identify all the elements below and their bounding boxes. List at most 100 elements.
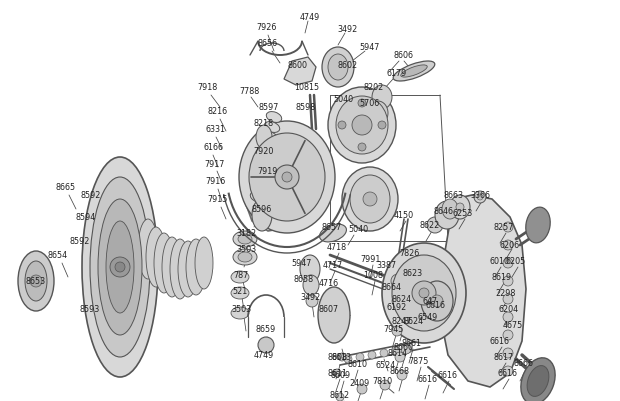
Text: 8661: 8661 — [401, 339, 421, 348]
Text: 5947: 5947 — [292, 259, 312, 268]
Text: 8593: 8593 — [80, 305, 100, 314]
Ellipse shape — [435, 201, 459, 229]
Ellipse shape — [262, 132, 278, 143]
Text: 4150: 4150 — [394, 211, 414, 220]
Ellipse shape — [393, 62, 435, 82]
Text: 8610: 8610 — [347, 360, 367, 369]
Ellipse shape — [82, 158, 158, 377]
Text: 8658: 8658 — [294, 275, 314, 284]
Text: 5040: 5040 — [333, 95, 353, 104]
Text: 4717: 4717 — [323, 261, 343, 270]
Text: 7918: 7918 — [198, 83, 218, 92]
Text: 7919: 7919 — [258, 167, 278, 176]
Text: 8654: 8654 — [48, 251, 68, 260]
Text: 6010: 6010 — [489, 257, 509, 266]
Text: 8596: 8596 — [252, 205, 272, 214]
Circle shape — [427, 217, 443, 233]
Text: 8598: 8598 — [296, 103, 316, 112]
Ellipse shape — [178, 241, 198, 297]
Ellipse shape — [392, 255, 456, 331]
Circle shape — [404, 345, 412, 353]
Text: 3492: 3492 — [301, 293, 321, 302]
Circle shape — [456, 203, 464, 211]
Text: 4716: 4716 — [319, 279, 339, 288]
Text: 6166: 6166 — [203, 143, 223, 152]
Text: 8592: 8592 — [81, 191, 101, 200]
Text: 8602: 8602 — [338, 61, 358, 70]
Text: 3503: 3503 — [231, 305, 251, 314]
Ellipse shape — [186, 239, 206, 295]
Ellipse shape — [260, 142, 276, 153]
Circle shape — [503, 223, 513, 233]
Ellipse shape — [231, 307, 249, 319]
Circle shape — [477, 194, 483, 200]
Text: 8660: 8660 — [394, 342, 414, 352]
Text: 6179: 6179 — [387, 69, 407, 78]
Text: 8653: 8653 — [26, 277, 46, 286]
Ellipse shape — [162, 237, 182, 297]
Circle shape — [258, 337, 274, 353]
Circle shape — [392, 347, 400, 355]
Text: 6616: 6616 — [425, 301, 445, 310]
Text: 7875: 7875 — [409, 356, 429, 366]
Text: 7920: 7920 — [254, 147, 274, 156]
Ellipse shape — [442, 200, 458, 219]
Text: 8592: 8592 — [70, 237, 90, 246]
Ellipse shape — [195, 237, 213, 289]
Circle shape — [115, 262, 125, 272]
Ellipse shape — [328, 55, 348, 81]
Text: 8216: 8216 — [208, 107, 228, 116]
Circle shape — [380, 380, 390, 390]
Text: 3366: 3366 — [470, 191, 490, 200]
Text: 6204: 6204 — [499, 305, 519, 314]
Ellipse shape — [318, 287, 350, 343]
Ellipse shape — [401, 66, 427, 78]
Ellipse shape — [249, 134, 325, 221]
Text: 8664: 8664 — [382, 283, 402, 292]
Text: 8613: 8613 — [332, 352, 352, 362]
Text: 8624: 8624 — [404, 317, 424, 326]
Text: 8611: 8611 — [327, 369, 347, 378]
Circle shape — [503, 366, 513, 376]
Circle shape — [397, 370, 407, 380]
Text: 6549: 6549 — [418, 313, 438, 322]
Ellipse shape — [350, 176, 390, 223]
Ellipse shape — [259, 152, 273, 163]
Text: 8609: 8609 — [331, 371, 351, 380]
Ellipse shape — [238, 252, 252, 262]
Text: 7945: 7945 — [384, 325, 404, 334]
Circle shape — [352, 116, 372, 136]
Text: 7826: 7826 — [399, 249, 419, 258]
Text: 8666: 8666 — [514, 358, 534, 368]
Ellipse shape — [342, 168, 398, 231]
Text: 5040: 5040 — [348, 225, 368, 234]
Polygon shape — [244, 124, 320, 231]
Text: 6192: 6192 — [387, 303, 407, 312]
Polygon shape — [440, 196, 526, 387]
Text: 8202: 8202 — [364, 83, 384, 92]
Circle shape — [378, 122, 386, 130]
Text: 8623: 8623 — [403, 269, 423, 278]
Ellipse shape — [382, 243, 466, 343]
Polygon shape — [284, 58, 316, 86]
Circle shape — [333, 369, 341, 377]
Text: 647: 647 — [422, 297, 438, 306]
Text: 2298: 2298 — [496, 289, 516, 298]
Text: 8247: 8247 — [392, 317, 412, 326]
Text: 7916: 7916 — [206, 177, 226, 186]
Circle shape — [474, 192, 486, 203]
Ellipse shape — [238, 235, 252, 244]
Text: 8619: 8619 — [492, 273, 512, 282]
Ellipse shape — [18, 251, 54, 311]
Circle shape — [363, 192, 377, 207]
Circle shape — [306, 295, 318, 307]
Circle shape — [275, 166, 299, 190]
Ellipse shape — [252, 182, 268, 193]
Ellipse shape — [233, 249, 257, 265]
Ellipse shape — [526, 208, 550, 243]
Text: 8218: 8218 — [254, 119, 274, 128]
Ellipse shape — [264, 122, 280, 133]
Ellipse shape — [154, 233, 174, 293]
Ellipse shape — [322, 48, 354, 88]
Text: 4749: 4749 — [254, 350, 274, 360]
